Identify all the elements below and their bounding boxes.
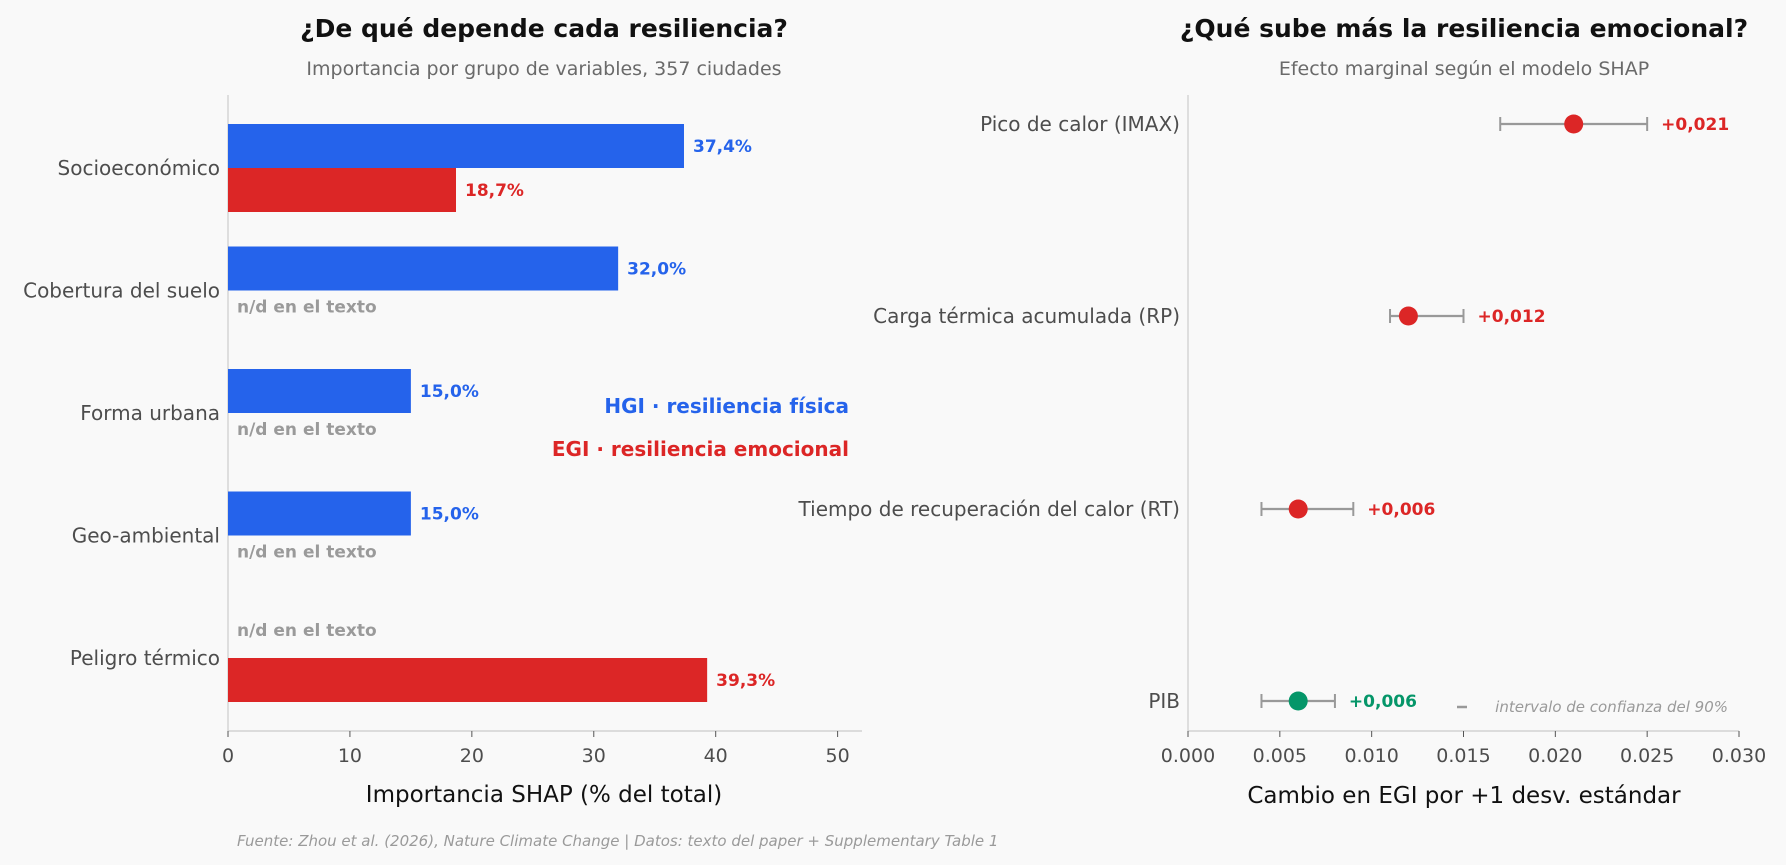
left-category-label: Peligro térmico: [70, 646, 220, 670]
legend-hgi: HGI · resiliencia física: [604, 394, 849, 418]
left-x-axis-label: Importancia SHAP (% del total): [366, 782, 722, 808]
bar-hgi: [228, 491, 411, 536]
right-category-label: Carga térmica acumulada (RP): [873, 304, 1180, 328]
left-x-tick-label: 20: [460, 745, 484, 767]
right-x-tick-label: 0.030: [1712, 745, 1766, 767]
left-category-label: Forma urbana: [80, 401, 220, 425]
left-x-tick-label: 50: [826, 745, 850, 767]
right-category-label: PIB: [1148, 689, 1180, 713]
effect-point: [1288, 691, 1308, 711]
left-x-tick-label: 30: [582, 745, 606, 767]
effect-point: [1398, 306, 1418, 326]
bar-hgi: [228, 369, 411, 413]
left-plot-area: 0 10 20 30 40 50 Socioeconómico 37,4% 18,7% Cober…: [23, 95, 862, 767]
effect-value-label: +0,006: [1367, 500, 1435, 520]
right-category-label: Pico de calor (IMAX): [980, 112, 1180, 136]
left-category-label: Geo-ambiental: [72, 524, 220, 548]
bar-value-label: 39,3%: [716, 671, 775, 691]
effect-value-label: +0,021: [1661, 115, 1729, 135]
right-plot-area: 0.000 0.005 0.010 0.015 0.020 0.025 0.030 Pico …: [798, 95, 1766, 767]
left-chart-subtitle: Importancia por grupo de variables, 357 …: [306, 58, 781, 80]
na-label: n/d en el texto: [237, 420, 377, 440]
left-category-label: Cobertura del suelo: [23, 279, 220, 303]
right-x-tick-label: 0.005: [1253, 745, 1307, 767]
na-label: n/d en el texto: [237, 621, 377, 641]
bar-egi: [228, 658, 708, 702]
bar-value-label: 15,0%: [420, 505, 479, 525]
right-x-tick-label: 0.010: [1344, 745, 1398, 767]
left-x-tick-label: 0: [222, 745, 234, 767]
left-x-tick-label: 10: [338, 745, 362, 767]
bar-value-label: 18,7%: [465, 181, 524, 201]
left-category-label: Socioeconómico: [58, 156, 220, 180]
right-category-label: Tiempo de recuperación del calor (RT): [798, 497, 1180, 521]
effect-point: [1564, 114, 1584, 134]
right-x-tick-label: 0.020: [1528, 745, 1582, 767]
right-x-tick-label: 0.000: [1161, 745, 1215, 767]
right-chart-title: ¿Qué sube más la resiliencia emocional?: [1180, 14, 1748, 43]
left-x-tick-label: 40: [704, 745, 728, 767]
na-label: n/d en el texto: [237, 298, 377, 318]
effect-point: [1288, 499, 1308, 519]
na-label: n/d en el texto: [237, 543, 377, 563]
right-x-tick-label: 0.025: [1620, 745, 1674, 767]
ci-annotation: intervalo de confianza del 90%: [1495, 698, 1728, 716]
bar-value-label: 37,4%: [693, 137, 752, 157]
left-chart-title: ¿De qué depende cada resiliencia?: [300, 14, 788, 43]
bar-hgi: [228, 124, 684, 168]
right-chart-subtitle: Efecto marginal según el modelo SHAP: [1279, 58, 1649, 80]
right-x-axis-label: Cambio en EGI por +1 desv. estándar: [1247, 783, 1681, 809]
bar-hgi: [228, 246, 619, 291]
source-note: Fuente: Zhou et al. (2026), Nature Clima…: [237, 832, 998, 850]
effect-value-label: +0,012: [1478, 307, 1546, 327]
bar-egi: [228, 168, 456, 212]
effect-value-label: +0,006: [1349, 692, 1417, 712]
bar-value-label: 15,0%: [420, 382, 479, 402]
right-x-tick-label: 0.015: [1436, 745, 1490, 767]
legend-egi: EGI · resiliencia emocional: [552, 437, 849, 461]
bar-value-label: 32,0%: [627, 260, 686, 280]
